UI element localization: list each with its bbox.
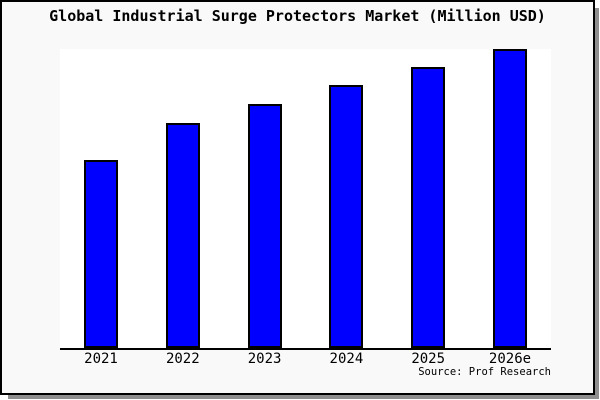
x-tick-label-2026e: 2026e [488, 351, 532, 367]
source-credit: Source: Prof Research [418, 366, 551, 378]
bar-2021: 2021 [84, 160, 118, 366]
bar-2024: 2024 [329, 85, 364, 366]
x-tick-label-2022: 2022 [165, 351, 200, 367]
chart-frame: Global Industrial Surge Protectors Marke… [0, 0, 595, 395]
bar-2023: 2023 [247, 104, 282, 366]
x-tick-label-2025: 2025 [411, 351, 446, 367]
x-tick-label-2024: 2024 [329, 351, 364, 367]
bar-2025: 2025 [411, 67, 446, 366]
x-tick-label-2023: 2023 [247, 351, 282, 367]
bar-2022: 2022 [165, 123, 200, 366]
x-tick-label-2021: 2021 [84, 351, 118, 367]
plot-area: 2021 2022 2023 2024 2025 2026e [60, 49, 551, 366]
bar-2026e: 2026e [489, 49, 531, 366]
chart-title: Global Industrial Surge Protectors Marke… [49, 7, 546, 25]
